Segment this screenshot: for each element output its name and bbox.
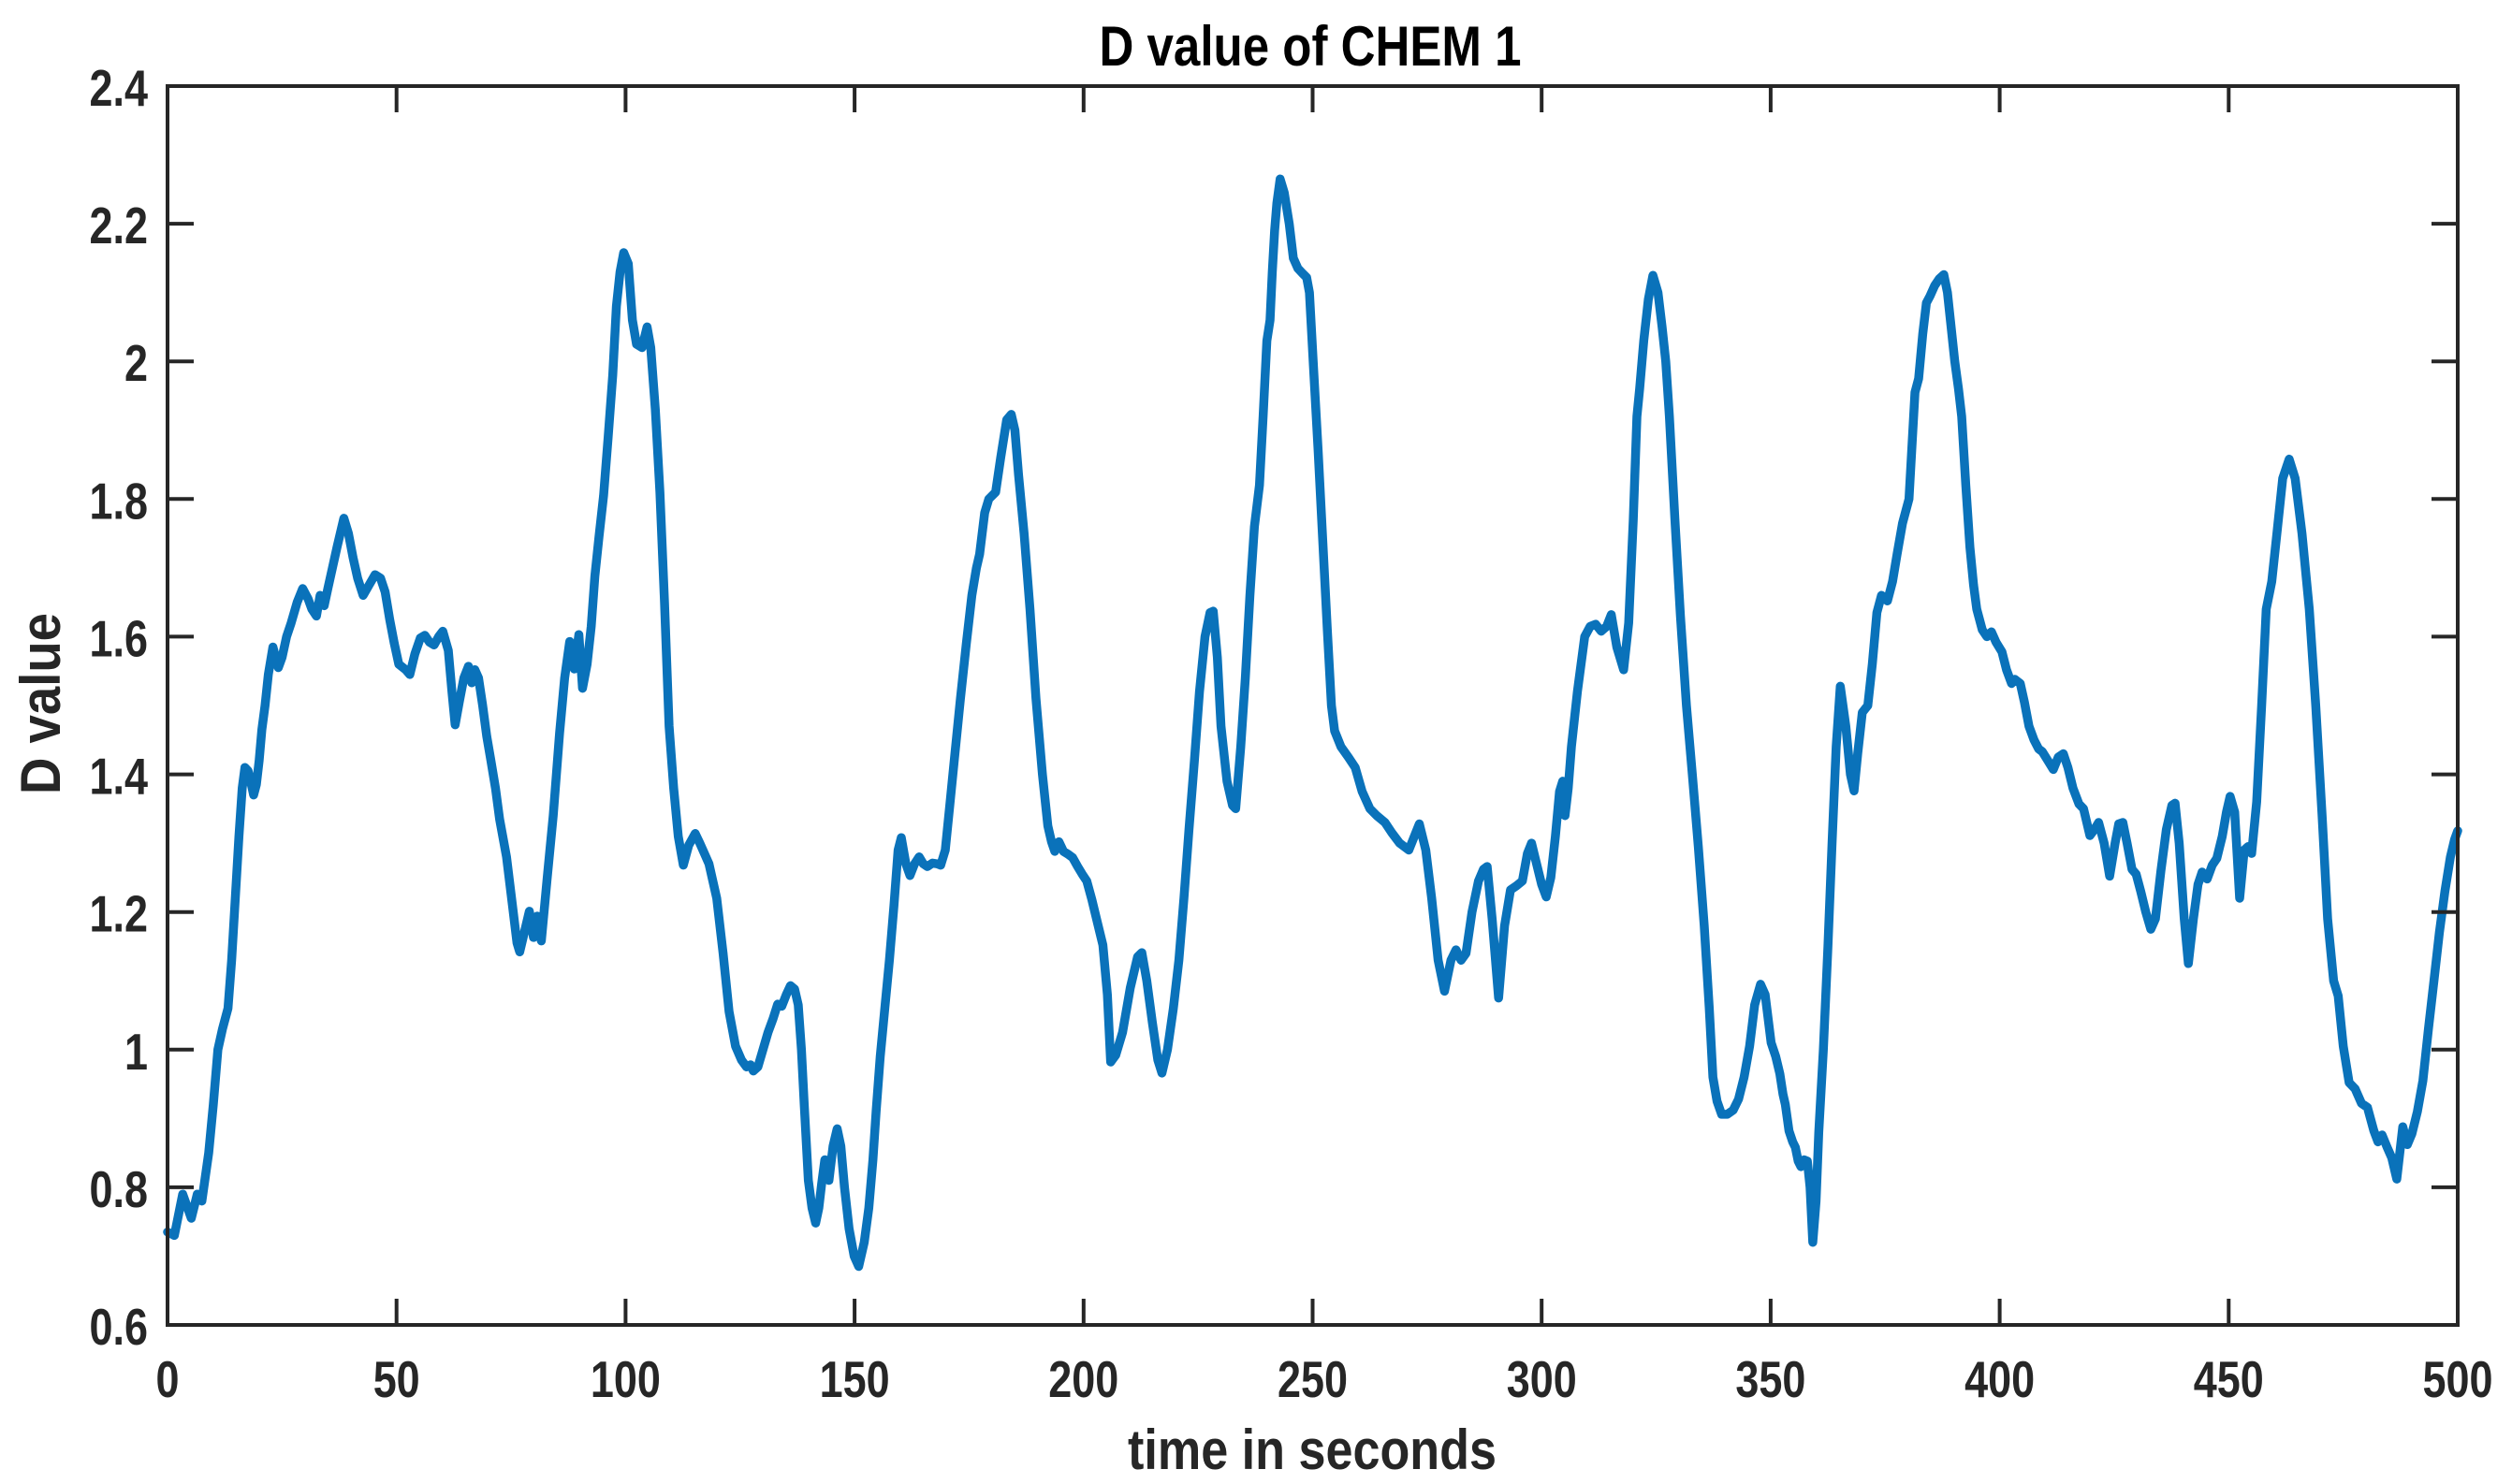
svg-text:300: 300 bbox=[1507, 1350, 1577, 1408]
svg-text:2: 2 bbox=[124, 334, 148, 392]
svg-text:2.2: 2.2 bbox=[90, 196, 149, 255]
svg-text:2.4: 2.4 bbox=[90, 59, 149, 117]
svg-text:0.8: 0.8 bbox=[90, 1160, 149, 1218]
svg-text:500: 500 bbox=[2423, 1350, 2493, 1408]
svg-text:D value: D value bbox=[9, 613, 72, 794]
svg-text:350: 350 bbox=[1735, 1350, 1805, 1408]
svg-text:250: 250 bbox=[1278, 1350, 1348, 1408]
svg-text:100: 100 bbox=[591, 1350, 661, 1408]
svg-text:1.2: 1.2 bbox=[90, 885, 149, 943]
svg-text:1: 1 bbox=[124, 1023, 148, 1081]
svg-text:0.6: 0.6 bbox=[90, 1298, 149, 1356]
svg-text:time in seconds: time in seconds bbox=[1128, 1419, 1497, 1481]
svg-text:1.4: 1.4 bbox=[90, 748, 149, 806]
svg-text:0: 0 bbox=[156, 1350, 180, 1408]
svg-text:1.8: 1.8 bbox=[90, 472, 149, 530]
svg-text:50: 50 bbox=[373, 1350, 420, 1408]
svg-text:1.6: 1.6 bbox=[90, 609, 149, 667]
svg-text:150: 150 bbox=[820, 1350, 890, 1408]
svg-text:450: 450 bbox=[2194, 1350, 2264, 1408]
svg-text:400: 400 bbox=[1964, 1350, 2035, 1408]
svg-text:200: 200 bbox=[1048, 1350, 1118, 1408]
svg-text:D value of CHEM 1: D value of CHEM 1 bbox=[1100, 15, 1522, 78]
